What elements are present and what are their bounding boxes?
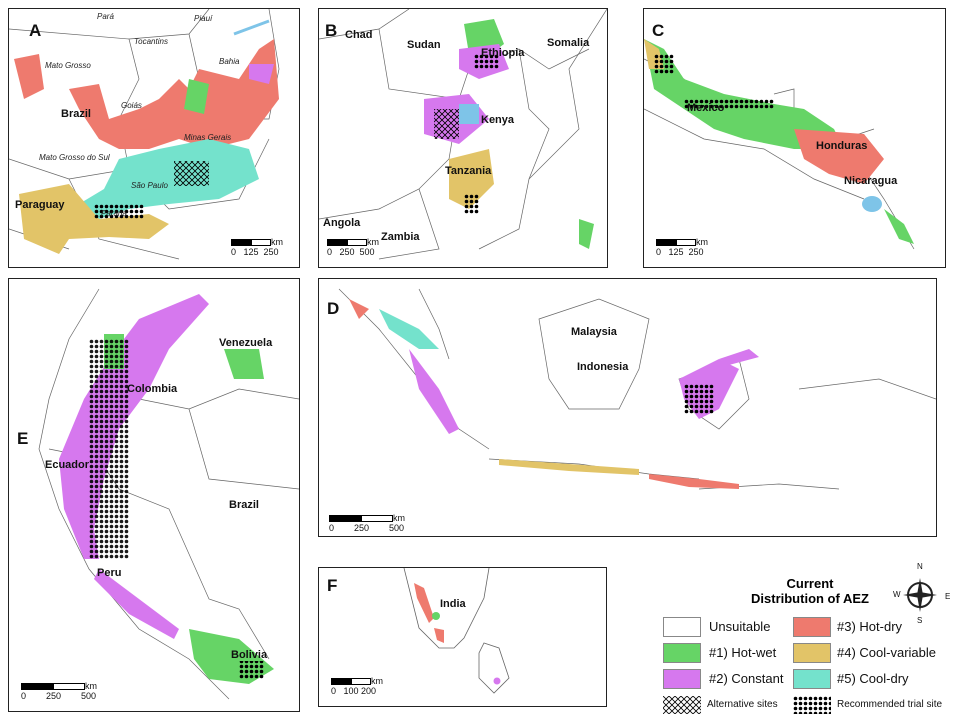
- scale-ticks: 0 100 200: [331, 686, 377, 696]
- legend-label-hot-wet: #1) Hot-wet: [709, 645, 777, 660]
- label-kenya: Kenya: [481, 114, 515, 126]
- label-zambia: Zambia: [381, 231, 420, 243]
- label-goias: Goiás: [121, 101, 142, 110]
- scale-unit: km: [271, 237, 283, 247]
- swatch-hot-dry: [793, 617, 831, 637]
- scale-ticks: 0 250 500: [329, 523, 405, 533]
- legend-label-cool-variable: #4) Cool-variable: [837, 645, 936, 660]
- label-sao-paulo: São Paulo: [131, 181, 168, 190]
- legend-label-constant: #2) Constant: [709, 671, 784, 686]
- map-f-graphics: [403, 568, 510, 694]
- panel-letter-b: B: [325, 21, 338, 40]
- label-peru: Peru: [97, 567, 122, 579]
- label-mexico: Mexico: [687, 102, 725, 114]
- label-ethiopia: Ethiopia: [481, 47, 525, 59]
- map-e-graphics: [38, 288, 299, 700]
- label-indonesia: Indonesia: [577, 361, 629, 373]
- map-panel-d: D Malaysia Indonesia km 0 250 500: [318, 278, 937, 537]
- map-c-graphics: [644, 39, 915, 250]
- map-d-graphics: [338, 288, 936, 490]
- label-mato-grosso-do-sul: Mato Grosso do Sul: [39, 153, 110, 162]
- compass-w: W: [893, 590, 901, 599]
- scale-ticks: 0 250 500: [21, 691, 97, 701]
- label-mato-grosso: Mato Grosso: [45, 61, 91, 70]
- scale-unit: km: [696, 237, 708, 247]
- swatch-constant: [663, 669, 701, 689]
- scale-unit: km: [367, 237, 379, 247]
- legend-label-alternative: Alternative sites: [707, 699, 778, 710]
- scale-unit: km: [393, 513, 405, 523]
- compass-rose-icon: [903, 578, 937, 612]
- panel-letter-e: E: [17, 429, 29, 448]
- scale-bar-c: km 0 125 250: [656, 237, 708, 257]
- label-parana: Paraná: [101, 209, 127, 218]
- panel-letter-c: C: [652, 21, 665, 40]
- label-tocantins: Tocantins: [134, 37, 168, 46]
- scale-unit: km: [85, 681, 97, 691]
- compass-e: E: [945, 592, 951, 601]
- swatch-cool-variable: [793, 643, 831, 663]
- recommended-site-pattern-icon: [793, 696, 831, 714]
- panel-letter-a: A: [29, 21, 42, 40]
- map-a-graphics: [9, 9, 280, 260]
- map-b-graphics: [319, 9, 607, 260]
- label-bolivia: Bolivia: [231, 649, 268, 661]
- swatch-cool-dry: [793, 669, 831, 689]
- scale-ticks: 0 125 250: [231, 247, 279, 257]
- scale-ticks: 0 125 250: [656, 247, 704, 257]
- label-nicaragua: Nicaragua: [844, 175, 898, 187]
- label-malaysia: Malaysia: [571, 326, 617, 338]
- compass-n: N: [917, 562, 923, 571]
- label-para: Pará: [97, 12, 114, 21]
- legend-title-line2: Distribution of AEZ: [751, 591, 869, 606]
- legend-title-line1: Current: [786, 576, 834, 591]
- scale-bar-e: km 0 250 500: [21, 681, 97, 701]
- legend-label-hot-dry: #3) Hot-dry: [837, 619, 903, 634]
- scale-bar-a: km 0 125 250: [231, 237, 283, 257]
- label-tanzania: Tanzania: [445, 165, 492, 177]
- map-panel-f: F India km 0 100 200: [318, 567, 607, 707]
- map-panel-e: E Venezuela Colombia Ecuador Brazil Peru…: [8, 278, 300, 712]
- label-venezuela: Venezuela: [219, 337, 273, 349]
- label-brazil: Brazil: [61, 108, 91, 120]
- panel-letter-f: F: [327, 576, 338, 595]
- legend-label-recommended: Recommended trial site: [837, 699, 943, 710]
- label-bahia: Bahia: [219, 57, 240, 66]
- scale-unit: km: [371, 676, 383, 686]
- label-sudan: Sudan: [407, 39, 441, 51]
- label-colombia: Colombia: [127, 383, 178, 395]
- panel-letter-d: D: [327, 299, 340, 318]
- label-brazil-e: Brazil: [229, 499, 259, 511]
- legend: Current Distribution of AEZ N S W E Unsui…: [655, 562, 955, 715]
- swatch-unsuitable: [663, 617, 701, 637]
- alternative-sites-pattern-icon: [663, 696, 701, 714]
- map-panel-b: B Chad Sudan Ethiopia Somalia Kenya Tanz…: [318, 8, 608, 268]
- label-paraguay: Paraguay: [15, 199, 65, 211]
- map-panel-a: A Pará Piauí Tocantins Bahia Mato Grosso…: [8, 8, 300, 268]
- scale-bar-d: km 0 250 500: [329, 513, 405, 533]
- label-minas-gerais: Minas Gerais: [184, 133, 232, 142]
- map-panel-c: C Mexico Honduras Nicaragua km 0 125 250: [643, 8, 946, 268]
- legend-title: Current Distribution of AEZ: [735, 576, 885, 606]
- scale-bar-b: km 0 250 500: [327, 237, 379, 257]
- swatch-hot-wet: [663, 643, 701, 663]
- legend-label-cool-dry: #5) Cool-dry: [837, 671, 909, 686]
- label-honduras: Honduras: [816, 140, 868, 152]
- legend-label-unsuitable: Unsuitable: [709, 619, 771, 634]
- scale-bar-f: km 0 100 200: [331, 676, 383, 696]
- label-somalia: Somalia: [547, 37, 590, 49]
- label-chad: Chad: [345, 29, 373, 41]
- label-angola: Angola: [323, 217, 361, 229]
- scale-ticks: 0 250 500: [327, 247, 375, 257]
- label-ecuador: Ecuador: [45, 459, 90, 471]
- label-india: India: [440, 598, 466, 610]
- compass-s: S: [917, 616, 923, 625]
- label-piaui: Piauí: [194, 14, 213, 23]
